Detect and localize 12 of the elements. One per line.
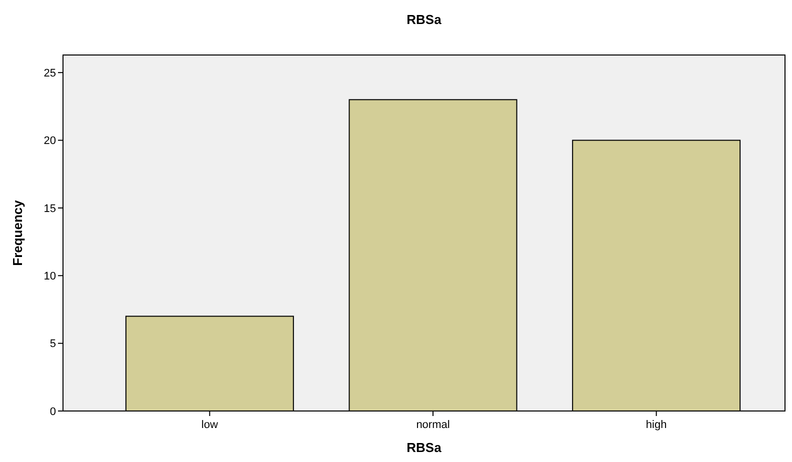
y-tick-label: 20 <box>44 135 56 148</box>
y-tick-label: 5 <box>50 338 56 350</box>
y-tick-label: 15 <box>44 202 56 215</box>
chart-title: RBSa <box>406 12 442 27</box>
y-tick-label: 10 <box>44 270 56 282</box>
x-tick-label: high <box>646 419 667 431</box>
x-tick-label: normal <box>416 419 450 431</box>
x-tick-label: low <box>201 419 218 431</box>
x-axis-title: RBSa <box>406 440 442 455</box>
y-tick-label: 0 <box>50 406 56 418</box>
y-tick-label: 25 <box>44 67 56 80</box>
y-axis-title: Frequency <box>10 199 25 266</box>
